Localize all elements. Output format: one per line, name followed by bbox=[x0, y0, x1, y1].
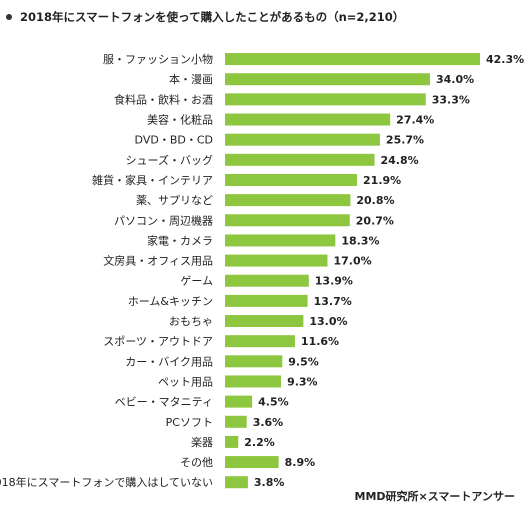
category-label: シューズ・バッグ bbox=[126, 153, 213, 167]
value-label: 27.4% bbox=[396, 114, 434, 127]
category-label: ゲーム bbox=[180, 275, 213, 288]
value-label: 21.9% bbox=[363, 174, 401, 187]
bar bbox=[225, 113, 391, 126]
value-label: 20.8% bbox=[356, 194, 394, 207]
value-label: 33.3% bbox=[432, 93, 470, 106]
category-label: 文房具・オフィス用品 bbox=[103, 254, 213, 268]
bar bbox=[225, 456, 279, 469]
category-label: スポーツ・アウトドア bbox=[103, 335, 213, 348]
bar bbox=[225, 214, 350, 227]
category-label: おもちゃ bbox=[169, 315, 213, 328]
bar bbox=[225, 355, 283, 368]
bar bbox=[225, 73, 430, 86]
chart-title: 2018年にスマートフォンを使って購入したことがあるもの（n=2,210） bbox=[20, 10, 405, 24]
bar bbox=[225, 93, 426, 106]
value-label: 13.7% bbox=[314, 295, 352, 308]
category-label: 食料品・飲料・お酒 bbox=[114, 92, 213, 106]
bar bbox=[225, 415, 247, 428]
bar bbox=[225, 254, 328, 267]
value-label: 4.5% bbox=[258, 396, 289, 409]
value-label: 13.0% bbox=[309, 315, 347, 328]
category-label: 家電・カメラ bbox=[147, 233, 213, 247]
bar bbox=[225, 294, 308, 307]
category-label: ホーム&キッチン bbox=[128, 295, 213, 308]
chart-header: 2018年にスマートフォンを使って購入したことがあるもの（n=2,210） bbox=[6, 9, 404, 25]
bar bbox=[225, 234, 336, 247]
bar bbox=[225, 274, 309, 287]
bar bbox=[225, 395, 253, 408]
bar bbox=[225, 315, 304, 328]
value-label: 8.9% bbox=[285, 456, 316, 469]
category-label: 本・漫画 bbox=[169, 72, 213, 86]
value-label: 17.0% bbox=[333, 255, 371, 268]
bar bbox=[225, 435, 239, 448]
category-label: 2018年にスマートフォンで購入はしていない bbox=[0, 475, 213, 489]
value-label: 18.3% bbox=[341, 234, 379, 247]
bar bbox=[225, 133, 380, 146]
bar bbox=[225, 335, 295, 348]
bullet-icon bbox=[6, 14, 12, 20]
category-label: DVD・BD・CD bbox=[135, 134, 213, 147]
bar bbox=[225, 53, 480, 66]
source-credit: MMD研究所×スマートアンサー bbox=[354, 490, 515, 503]
value-label: 25.7% bbox=[386, 134, 424, 147]
value-label: 2.2% bbox=[244, 436, 275, 449]
bar bbox=[225, 476, 248, 489]
bar bbox=[225, 153, 375, 166]
category-label: カー・バイク用品 bbox=[125, 355, 213, 368]
value-label: 24.8% bbox=[381, 154, 419, 167]
category-label: ペット用品 bbox=[158, 375, 213, 388]
category-label: パソコン・周辺機器 bbox=[114, 213, 213, 227]
value-label: 34.0% bbox=[436, 73, 474, 86]
value-label: 20.7% bbox=[356, 214, 394, 227]
bar bbox=[225, 194, 351, 207]
value-label: 3.8% bbox=[254, 476, 285, 489]
category-label: その他 bbox=[180, 456, 213, 469]
value-label: 11.6% bbox=[301, 335, 339, 348]
category-label: 服・ファッション小物 bbox=[103, 52, 213, 66]
value-label: 42.3% bbox=[486, 53, 524, 66]
value-label: 9.3% bbox=[287, 375, 318, 388]
category-label: ベビー・マタニティ bbox=[115, 396, 213, 409]
category-label: 美容・化粧品 bbox=[147, 113, 213, 127]
category-label: 雑貨・家具・インテリア bbox=[92, 173, 213, 187]
bar bbox=[225, 375, 282, 388]
category-label: 薬、サプリなど bbox=[136, 194, 213, 207]
value-label: 9.5% bbox=[288, 355, 319, 368]
value-label: 13.9% bbox=[315, 275, 353, 288]
category-label: PCソフト bbox=[166, 416, 213, 429]
value-label: 3.6% bbox=[253, 416, 284, 429]
category-label: 楽器 bbox=[191, 436, 213, 449]
bar bbox=[225, 173, 358, 186]
